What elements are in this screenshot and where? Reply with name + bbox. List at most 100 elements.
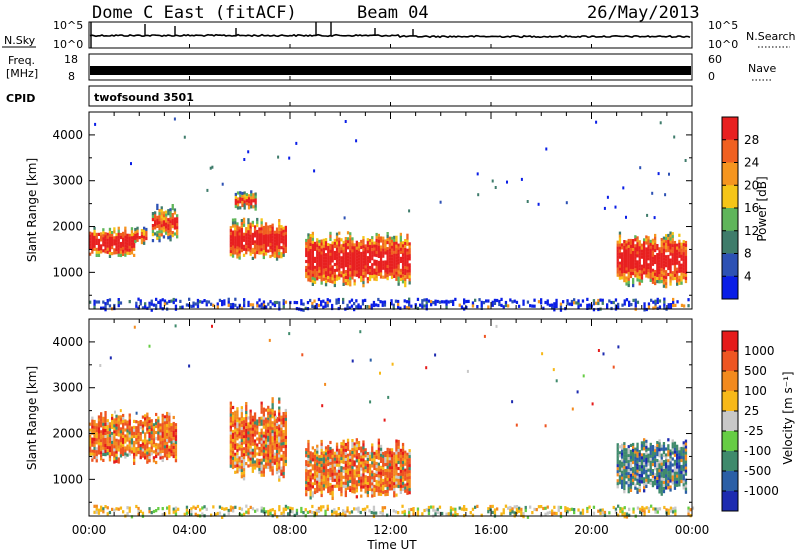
range-cell (174, 506, 178, 510)
range-cell (133, 241, 136, 245)
range-cell (673, 135, 676, 139)
range-cell (640, 279, 644, 283)
range-cell (163, 451, 167, 455)
range-cell (665, 462, 668, 466)
range-cell (364, 507, 367, 511)
range-cell (639, 166, 642, 170)
range-cell (379, 266, 383, 270)
range-cell (623, 302, 626, 306)
range-cell (660, 247, 663, 251)
range-cell (93, 446, 96, 451)
range-cell (260, 458, 263, 462)
range-cell (278, 234, 281, 238)
range-cell (269, 423, 272, 427)
range-cell (382, 457, 385, 462)
range-cell (311, 494, 314, 498)
range-cell (351, 267, 354, 271)
range-cell (236, 449, 239, 453)
range-cell (238, 447, 241, 451)
range-cell (329, 258, 332, 262)
range-cell (674, 512, 677, 516)
range-cell (627, 457, 630, 461)
range-cell (275, 251, 279, 255)
range-cell (533, 304, 536, 308)
range-cell (562, 300, 565, 304)
range-cell (124, 419, 127, 423)
range-cell (643, 438, 646, 442)
range-cell (128, 506, 131, 510)
range-cell (318, 248, 321, 252)
range-cell (684, 273, 688, 278)
range-cell (618, 276, 622, 280)
range-cell (111, 252, 114, 256)
range-cell (445, 512, 448, 516)
range-cell (333, 253, 336, 258)
range-cell (309, 255, 312, 259)
range-cell (395, 439, 398, 443)
range-cell (307, 469, 310, 474)
range-cell (137, 306, 140, 310)
range-cell (238, 235, 241, 239)
range-cell (161, 425, 164, 429)
range-cell (368, 256, 372, 261)
range-cell (141, 454, 145, 458)
range-cell (651, 472, 655, 476)
range-cell (172, 507, 175, 511)
range-cell (231, 465, 235, 470)
range-cell (329, 249, 332, 253)
range-cell (115, 429, 118, 433)
range-cell (665, 279, 668, 283)
range-cell (196, 504, 200, 509)
range-cell (313, 280, 317, 284)
range-cell (275, 248, 279, 252)
range-cell (364, 274, 367, 278)
range-cell (344, 478, 347, 483)
range-cell (95, 426, 98, 430)
range-cell (258, 304, 261, 308)
range-cell (249, 451, 252, 455)
range-cell (190, 507, 193, 511)
range-cell (449, 509, 453, 513)
range-cell (236, 458, 239, 462)
range-cell (242, 429, 246, 433)
range-cell (386, 468, 389, 472)
range-cell (320, 478, 323, 483)
range-cell (169, 214, 172, 218)
range-cell (231, 411, 235, 416)
range-cell (662, 257, 666, 261)
range-cell (395, 484, 398, 488)
range-cell (458, 506, 461, 510)
colorbar-segment (722, 391, 738, 412)
range-cell (377, 483, 380, 487)
range-cell (673, 477, 677, 481)
range-cell (645, 256, 648, 260)
range-cell (645, 448, 648, 452)
range-cell (671, 244, 674, 248)
range-cell (251, 460, 254, 464)
range-cell (236, 452, 239, 456)
range-cell (395, 481, 398, 485)
range-cell (256, 422, 259, 426)
range-cell (327, 252, 330, 256)
range-cell (364, 259, 367, 263)
range-cell (229, 306, 233, 310)
range-cell (236, 443, 239, 447)
range-cell (669, 452, 672, 456)
range-cell (152, 303, 156, 307)
range-cell (463, 301, 466, 305)
range-cell (660, 459, 663, 463)
range-cell (307, 251, 310, 255)
range-cell (636, 245, 639, 249)
range-cell (322, 259, 325, 263)
power-panel-frame (88, 111, 693, 310)
range-cell (165, 225, 168, 229)
range-cell (669, 455, 672, 459)
range-cell (267, 441, 270, 445)
range-cell (311, 243, 314, 247)
range-cell (100, 235, 103, 239)
range-cell (349, 247, 352, 251)
range-cell (349, 473, 352, 477)
range-cell (141, 442, 145, 446)
range-cell (373, 277, 376, 281)
range-cell (155, 436, 158, 441)
